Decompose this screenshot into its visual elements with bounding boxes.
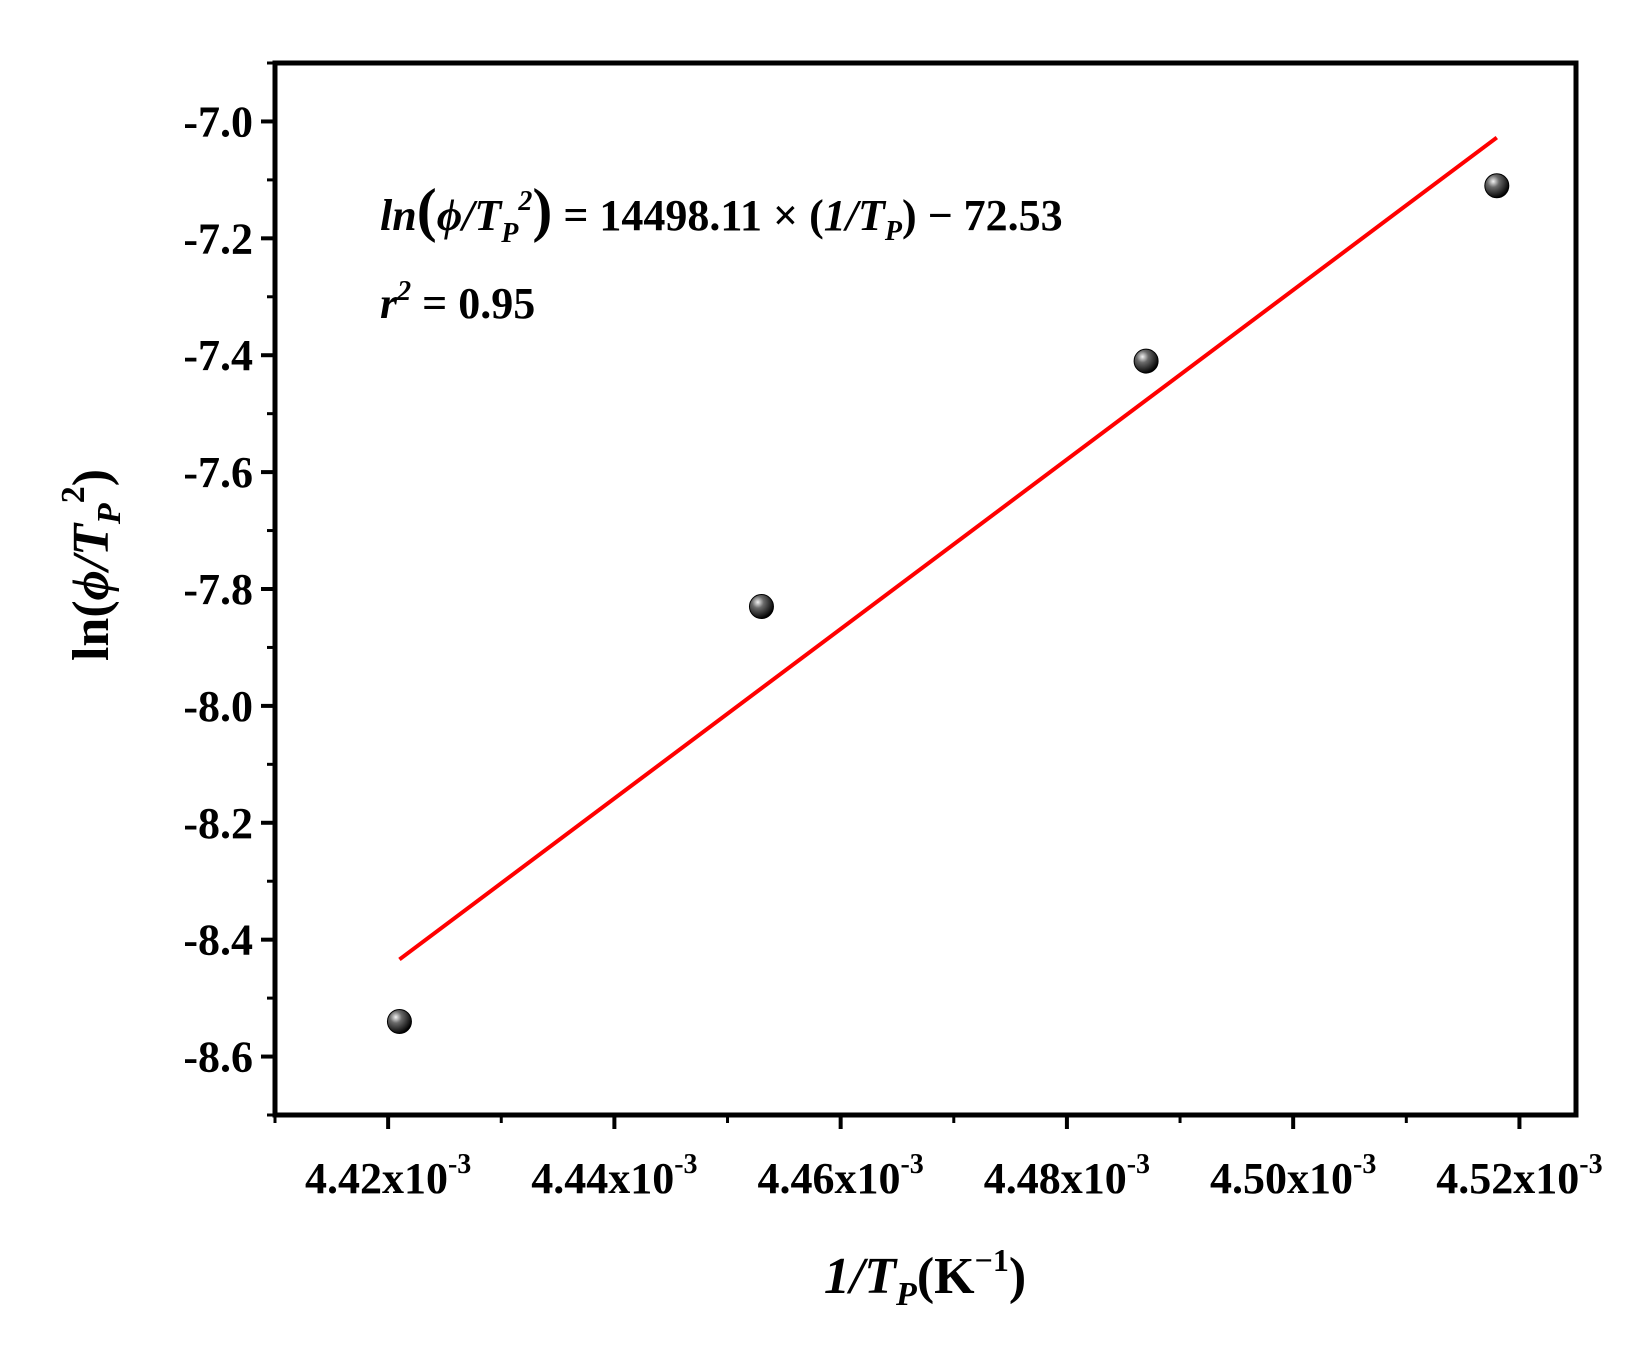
y-axis-ticks: -7.0 -7.2 -7.4 -7.6 -7.8 -8.0 -8.2 -8.4 -8.6	[183, 61, 275, 1117]
y-tick-label: -8.2	[183, 799, 253, 848]
y-tick-label: -8.0	[183, 682, 253, 731]
data-points	[386, 173, 1510, 1034]
y-tick-label: -7.6	[183, 448, 253, 497]
fit-line	[398, 135, 1499, 962]
y-axis-label: ln(ϕ/TP2)	[55, 469, 128, 661]
x-tick-label: 4.46x10-3	[757, 1149, 923, 1203]
y-tick-label: -7.0	[183, 97, 253, 146]
x-tick-label: 4.44x10-3	[531, 1149, 697, 1203]
x-tick-label: 4.42x10-3	[305, 1149, 471, 1203]
fit-equation: ln(ϕ/TP2) = 14498.11 × (1/TP) − 72.53	[380, 177, 1063, 249]
data-point	[1484, 173, 1510, 199]
r-squared-label: r2 = 0.95	[380, 276, 535, 328]
x-axis-ticks: 4.42x10-3 4.44x10-3 4.46x10-3 4.48x10-3 4.50…	[273, 1115, 1603, 1203]
x-tick-label: 4.48x10-3	[984, 1149, 1150, 1203]
y-tick-label: -7.4	[183, 331, 253, 380]
y-tick-label: -8.4	[183, 916, 253, 965]
x-tick-label: 4.52x10-3	[1436, 1149, 1602, 1203]
data-point	[1133, 348, 1159, 374]
data-point	[748, 594, 774, 620]
x-axis-label: 1/TP(K−1)	[824, 1242, 1026, 1313]
y-tick-label: -8.6	[183, 1033, 253, 1082]
x-tick-label: 4.50x10-3	[1210, 1149, 1376, 1203]
data-point	[386, 1008, 412, 1034]
y-tick-label: -7.8	[183, 565, 253, 614]
fit-line-group	[398, 135, 1499, 962]
y-tick-label: -7.2	[183, 214, 253, 263]
